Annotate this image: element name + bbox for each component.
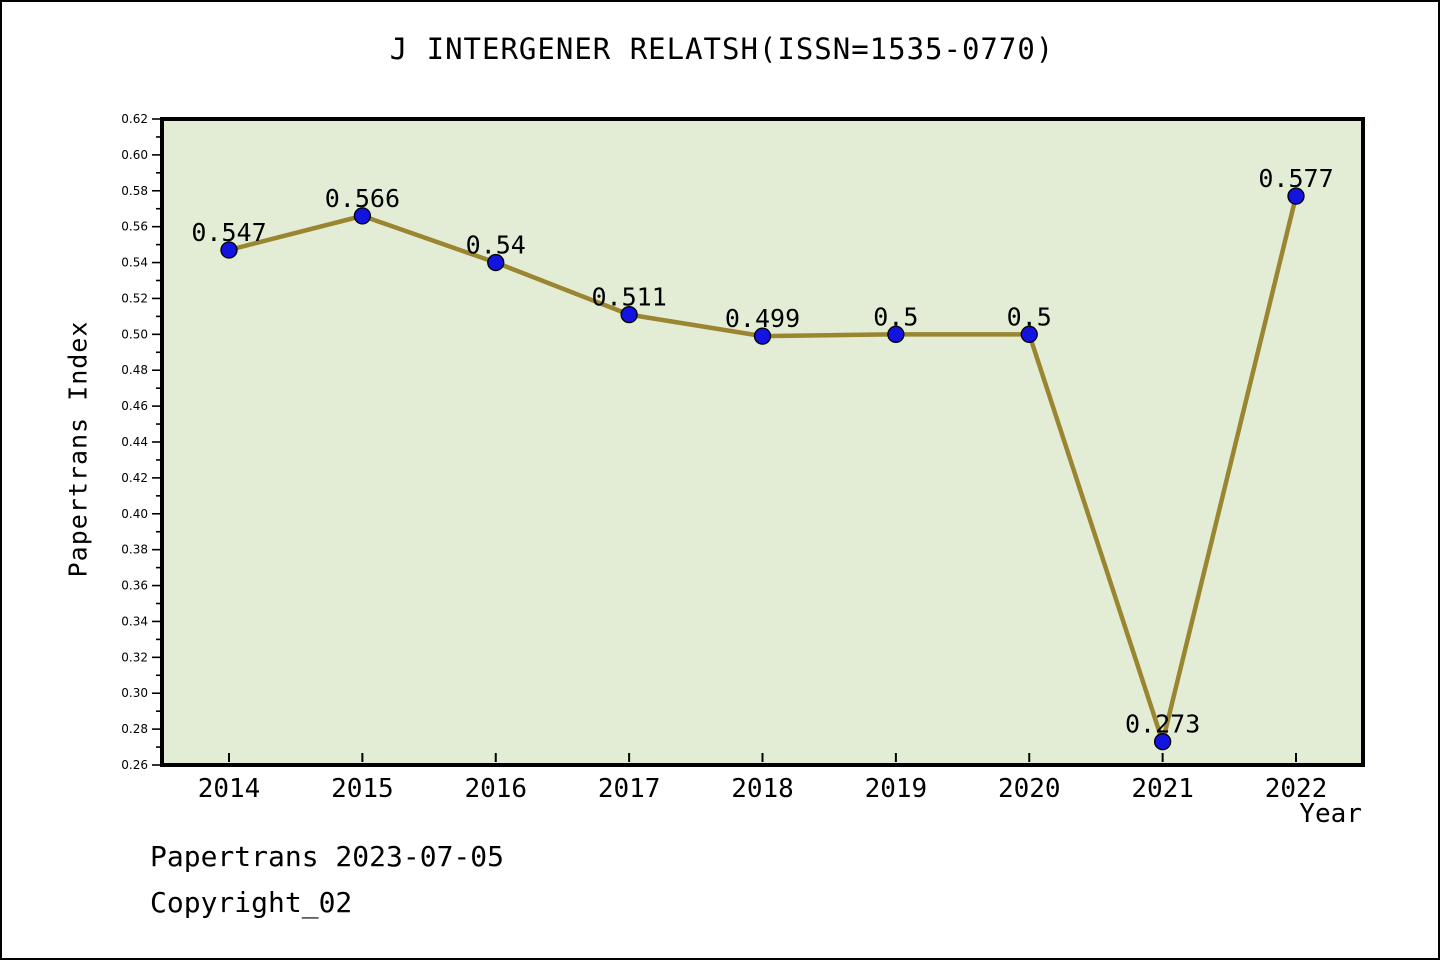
y-tick-label: 0.46	[121, 399, 148, 413]
x-tick-label: 2018	[731, 774, 794, 804]
x-axis-label: Year	[1299, 799, 1362, 829]
footer-copyright: Copyright_02	[150, 886, 353, 919]
y-tick-label: 0.56	[121, 220, 148, 234]
y-tick-label: 0.34	[121, 614, 148, 628]
y-tick-label: 0.32	[121, 650, 148, 664]
point-label: 0.499	[725, 304, 800, 333]
y-tick-label: 0.54	[121, 256, 148, 270]
y-tick-label: 0.28	[121, 722, 148, 736]
data-point	[1020, 325, 1038, 343]
x-tick-label: 2021	[1131, 774, 1194, 804]
y-tick-label: 0.44	[121, 435, 148, 449]
y-tick-label: 0.26	[121, 758, 148, 772]
data-point	[620, 305, 638, 324]
data-point	[887, 325, 905, 343]
y-tick-label: 0.38	[121, 543, 148, 557]
x-tick-label: 2019	[865, 774, 928, 804]
data-point	[353, 207, 372, 225]
y-tick-label: 0.52	[121, 291, 148, 305]
y-tick-label: 0.42	[121, 471, 148, 485]
y-tick-label: 0.62	[121, 112, 148, 126]
chart-title: J INTERGENER RELATSH(ISSN=1535-0770)	[389, 32, 1055, 66]
x-tick-label: 2014	[198, 774, 261, 804]
y-tick-label: 0.36	[121, 579, 148, 593]
point-label: 0.54	[466, 231, 526, 260]
y-tick-label: 0.50	[121, 327, 148, 341]
data-point	[1153, 733, 1172, 751]
point-label: 0.566	[325, 184, 400, 213]
y-tick-label: 0.48	[121, 363, 148, 377]
plot-background	[160, 117, 1365, 767]
point-label: 0.511	[591, 283, 666, 312]
data-point	[220, 241, 238, 259]
x-tick-label: 2016	[464, 774, 527, 804]
footer-source-date: Papertrans 2023-07-05	[150, 840, 505, 873]
point-label: 0.5	[1007, 302, 1052, 331]
x-tick-label: 2017	[598, 774, 661, 804]
y-tick-label: 0.40	[121, 507, 148, 521]
point-label: 0.5	[873, 302, 918, 331]
x-tick-label: 2015	[331, 774, 394, 804]
x-tick-label: 2020	[998, 774, 1061, 804]
data-point	[753, 327, 772, 345]
point-label: 0.273	[1125, 710, 1200, 739]
y-tick-label: 0.60	[121, 148, 148, 162]
x-tick-label: 2022	[1265, 774, 1328, 804]
data-point	[1287, 187, 1305, 205]
point-label: 0.547	[191, 218, 266, 247]
y-tick-label: 0.58	[121, 184, 148, 198]
data-point	[487, 253, 505, 272]
y-tick-label: 0.30	[121, 686, 148, 700]
point-label: 0.577	[1258, 164, 1333, 193]
